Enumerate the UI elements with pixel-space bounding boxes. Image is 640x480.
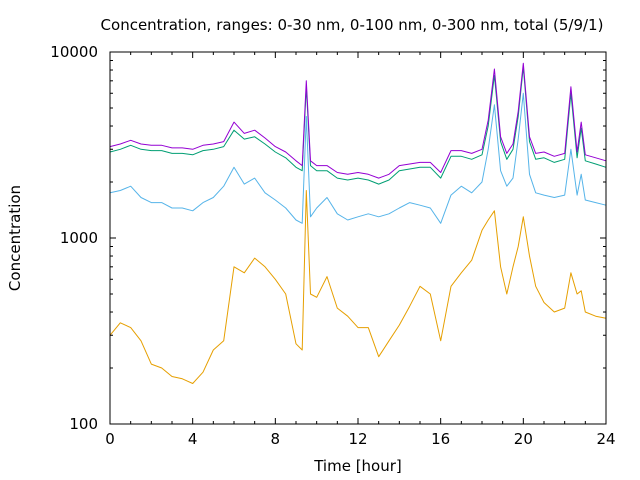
y-tick-label: 10000 bbox=[50, 43, 98, 61]
y-axis-label: Concentration bbox=[6, 185, 24, 291]
y-tick-label: 1000 bbox=[60, 229, 98, 247]
x-tick-label: 24 bbox=[596, 430, 615, 448]
x-axis-label: Time [hour] bbox=[313, 457, 402, 475]
x-tick-label: 12 bbox=[348, 430, 367, 448]
series-layer bbox=[109, 62, 607, 384]
series-line-4 bbox=[109, 62, 607, 179]
x-tick-label: 0 bbox=[105, 430, 115, 448]
x-tick-label: 16 bbox=[431, 430, 450, 448]
x-tick-label: 4 bbox=[188, 430, 198, 448]
chart-title: Concentration, ranges: 0-30 nm, 0-100 nm… bbox=[101, 16, 604, 34]
series-line-3 bbox=[109, 66, 607, 185]
series-line-2 bbox=[109, 92, 607, 224]
ticks-layer: 0 4 8 12 16 20 24 100 1000 10000 bbox=[50, 43, 615, 448]
x-tick-label: 20 bbox=[514, 430, 533, 448]
y-tick-label: 100 bbox=[69, 415, 98, 433]
series-line-1 bbox=[109, 190, 607, 384]
x-tick-label: 8 bbox=[271, 430, 281, 448]
